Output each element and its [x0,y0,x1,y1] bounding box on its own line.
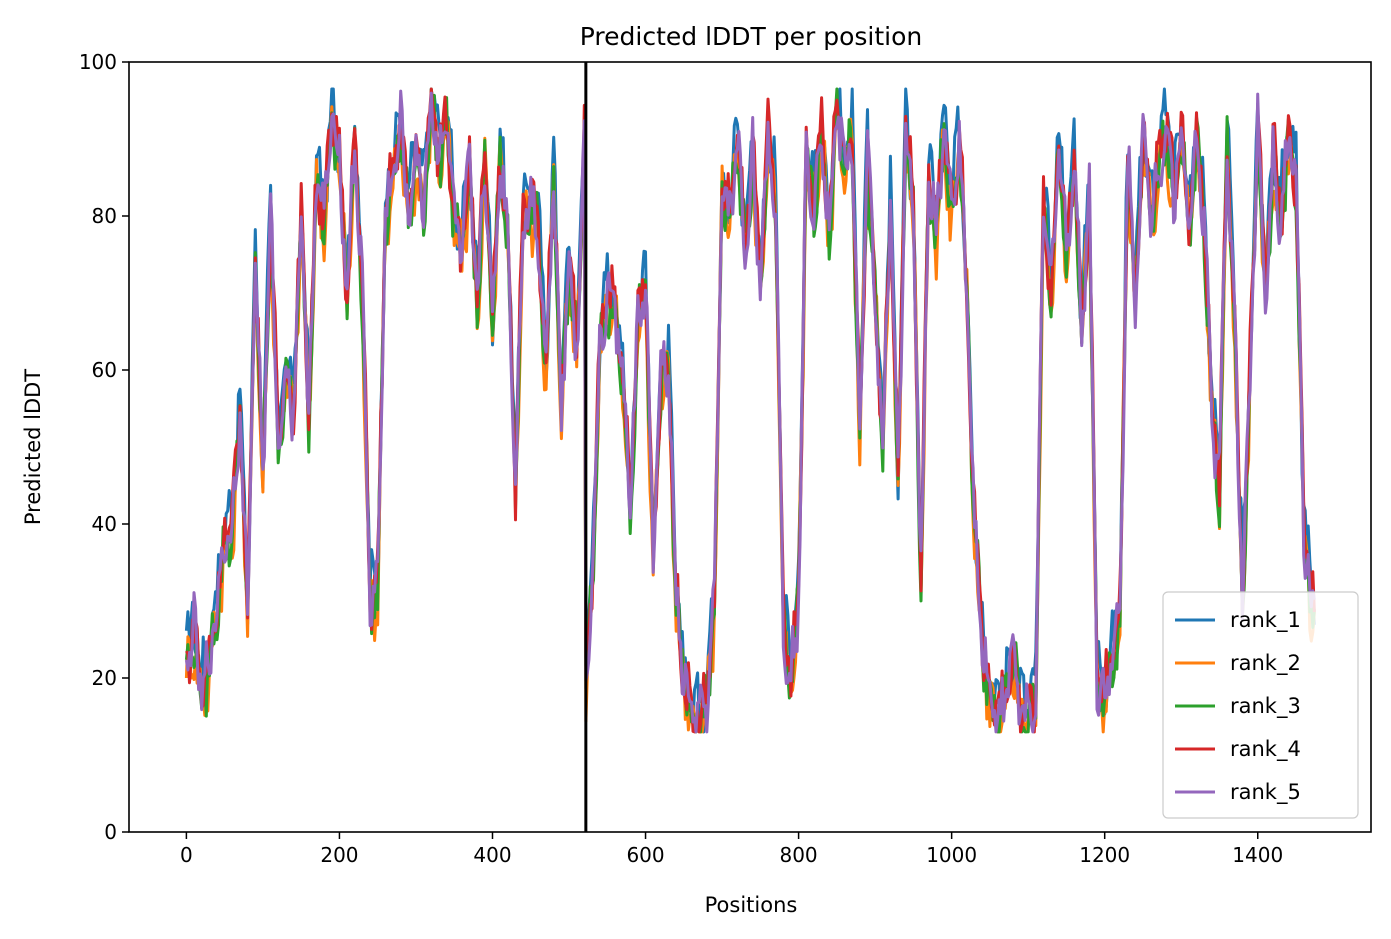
x-tick-label: 200 [320,843,358,867]
legend-label-rank_4: rank_4 [1230,737,1301,762]
y-tick-label: 0 [104,820,117,844]
y-tick-label: 20 [92,666,117,690]
legend-label-rank_2: rank_2 [1230,651,1301,676]
y-axis: 0 20 40 60 80 100 [79,50,129,844]
plot-frame [128,61,1372,833]
x-tick-label: 1000 [926,843,977,867]
legend-label-rank_3: rank_3 [1230,694,1301,719]
y-axis-label: Predicted lDDT [21,369,45,525]
x-axis: 0 200 400 600 800 1000 1200 1400 [180,832,1283,867]
x-tick-label: 800 [779,843,817,867]
y-tick-label: 80 [92,204,117,228]
x-tick-label: 0 [180,843,193,867]
y-tick-label: 40 [92,512,117,536]
legend-label-rank_1: rank_1 [1230,608,1301,633]
x-axis-label: Positions [705,893,798,917]
series-line-rank_5 [184,89,1316,734]
plot-area [184,62,1316,832]
legend: rank_1 rank_2 rank_3 rank_4 rank_5 [1162,591,1359,819]
legend-box [1162,591,1359,819]
legend-label-rank_5: rank_5 [1230,780,1301,805]
chart-title: Predicted lDDT per position [580,22,922,51]
y-tick-label: 60 [92,358,117,382]
x-tick-label: 600 [626,843,664,867]
x-tick-label: 400 [473,843,511,867]
x-tick-label: 1200 [1079,843,1130,867]
x-tick-label: 1400 [1232,843,1283,867]
y-tick-label: 100 [79,50,117,74]
